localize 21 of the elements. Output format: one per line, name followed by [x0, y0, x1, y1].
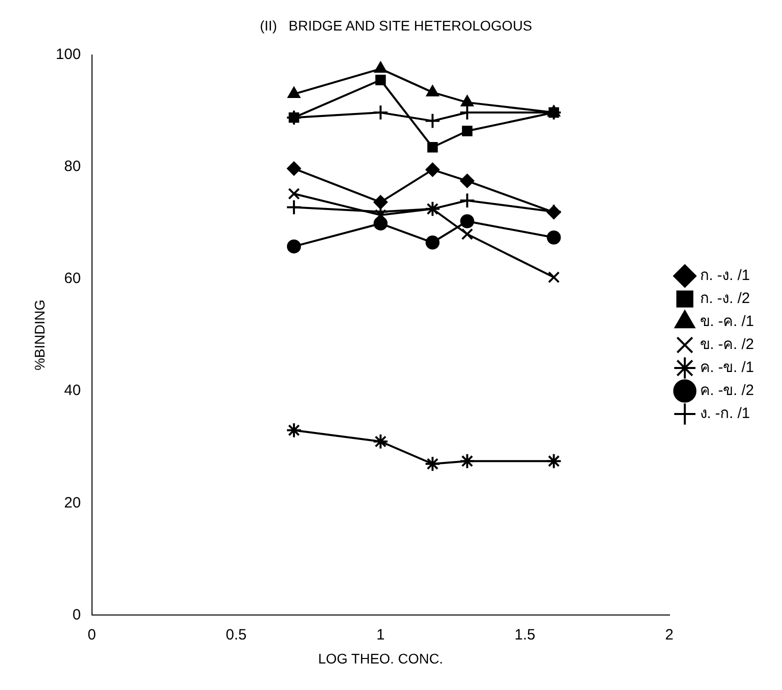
legend-label: ก. -ง. /1 — [700, 267, 750, 284]
y-tick-label: 40 — [64, 382, 81, 400]
legend-label: ก. -ง. /2 — [700, 290, 750, 308]
x-tick-label: 1.5 — [514, 626, 536, 644]
legend-label: ข. -ค. /2 — [700, 336, 754, 354]
legend-label: ข. -ค. /1 — [700, 313, 754, 330]
y-tick-label: 60 — [64, 270, 81, 288]
legend-label: ง. -ก. /1 — [700, 405, 750, 422]
y-axis-title: %BINDING — [31, 300, 48, 370]
y-tick-label: 80 — [64, 158, 81, 176]
x-tick-label: 0 — [88, 626, 96, 644]
chart-title: (II) BRIDGE AND SITE HETEROLOGOUS — [260, 17, 532, 34]
x-tick-label: 0.5 — [226, 626, 247, 644]
y-tick-label: 20 — [64, 494, 81, 512]
x-tick-label: 2 — [665, 626, 674, 644]
x-axis-title: LOG THEO. CONC. — [318, 650, 444, 666]
x-tick-label: 1 — [376, 626, 385, 644]
y-tick-label: 100 — [56, 46, 81, 63]
y-tick-label: 0 — [72, 606, 81, 624]
legend-label: ค. -ข. /1 — [700, 359, 754, 376]
legend-label: ค. -ข. /2 — [700, 382, 754, 400]
